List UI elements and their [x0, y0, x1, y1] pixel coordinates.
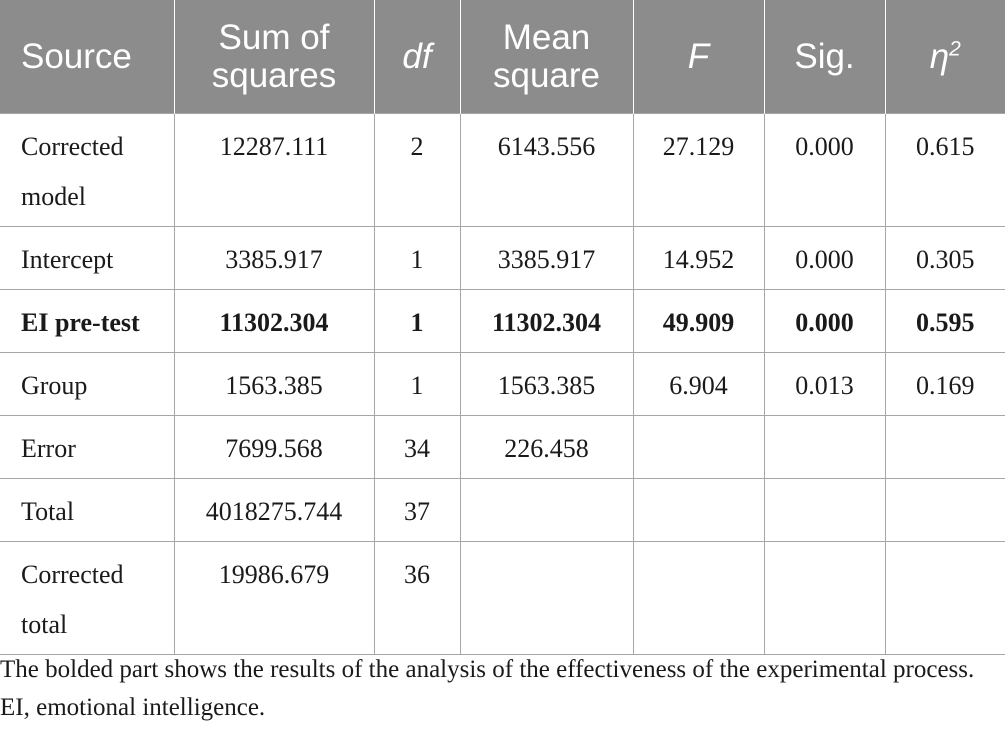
cell-f: 27.129	[632, 113, 765, 227]
table-row-highlighted: EI pre-test 11302.304 1 11302.304 49.909…	[0, 289, 1005, 353]
cell-source: Error	[0, 415, 175, 479]
cell-source: Total	[0, 478, 175, 542]
table-row: Total 4018275.744 37	[0, 478, 1005, 542]
cell-df: 1	[373, 289, 461, 353]
cell-mean-square: 6143.556	[459, 113, 634, 227]
header-f: F	[632, 0, 764, 114]
header-eta-squared: η2	[884, 0, 1005, 114]
anova-table: Source Sum of squares df Mean square F S…	[0, 0, 1005, 655]
cell-mean-square	[459, 478, 634, 542]
cell-sig: 0.000	[763, 289, 886, 353]
cell-f	[632, 415, 765, 479]
cell-eta-squared: 0.169	[884, 352, 1005, 416]
cell-sum-of-squares: 4018275.744	[173, 478, 375, 542]
cell-source: Intercept	[0, 226, 175, 290]
cell-mean-square: 11302.304	[459, 289, 634, 353]
cell-source: Corrected total	[0, 541, 175, 655]
cell-sum-of-squares: 1563.385	[173, 352, 375, 416]
table-footnote: The bolded part shows the results of the…	[0, 656, 975, 721]
header-row: Source Sum of squares df Mean square F S…	[0, 0, 1005, 114]
cell-f	[632, 541, 765, 655]
cell-source: Corrected model	[0, 113, 175, 227]
cell-sig: 0.000	[763, 226, 886, 290]
header-source: Source	[0, 0, 174, 114]
anova-table-container: Source Sum of squares df Mean square F S…	[0, 0, 1005, 655]
eta-symbol: η	[929, 36, 950, 76]
cell-df: 2	[373, 113, 461, 227]
table-row: Group 1563.385 1 1563.385 6.904 0.013 0.…	[0, 352, 1005, 416]
cell-mean-square: 226.458	[459, 415, 634, 479]
cell-eta-squared	[884, 478, 1005, 542]
cell-df: 1	[373, 352, 461, 416]
cell-sig: 0.013	[763, 352, 886, 416]
cell-source: EI pre-test	[0, 289, 175, 353]
cell-df: 37	[373, 478, 461, 542]
cell-mean-square: 1563.385	[459, 352, 634, 416]
cell-mean-square: 3385.917	[459, 226, 634, 290]
cell-sum-of-squares: 7699.568	[173, 415, 375, 479]
cell-eta-squared	[884, 415, 1005, 479]
cell-f: 49.909	[632, 289, 765, 353]
table-row: Corrected total 19986.679 36	[0, 541, 1005, 655]
cell-sig	[763, 415, 886, 479]
eta-superscript: 2	[949, 36, 961, 60]
cell-f: 6.904	[632, 352, 765, 416]
table-header: Source Sum of squares df Mean square F S…	[0, 0, 1005, 114]
cell-f: 14.952	[632, 226, 765, 290]
table-row: Error 7699.568 34 226.458	[0, 415, 1005, 479]
cell-f	[632, 478, 765, 542]
cell-df: 36	[373, 541, 461, 655]
cell-eta-squared: 0.615	[884, 113, 1005, 227]
cell-df: 34	[373, 415, 461, 479]
header-mean-square: Mean square	[459, 0, 633, 114]
table-row: Intercept 3385.917 1 3385.917 14.952 0.0…	[0, 226, 1005, 290]
header-sig: Sig.	[763, 0, 885, 114]
cell-eta-squared	[884, 541, 1005, 655]
cell-sig	[763, 478, 886, 542]
table-row: Corrected model 12287.111 2 6143.556 27.…	[0, 113, 1005, 227]
cell-sum-of-squares: 3385.917	[173, 226, 375, 290]
cell-sum-of-squares: 11302.304	[173, 289, 375, 353]
header-df: df	[373, 0, 460, 114]
cell-sum-of-squares: 19986.679	[173, 541, 375, 655]
cell-eta-squared: 0.305	[884, 226, 1005, 290]
header-sum-of-squares: Sum of squares	[173, 0, 374, 114]
table-body: Corrected model 12287.111 2 6143.556 27.…	[0, 113, 1005, 655]
cell-df: 1	[373, 226, 461, 290]
cell-source: Group	[0, 352, 175, 416]
cell-mean-square	[459, 541, 634, 655]
cell-sum-of-squares: 12287.111	[173, 113, 375, 227]
cell-sig	[763, 541, 886, 655]
cell-eta-squared: 0.595	[884, 289, 1005, 353]
cell-sig: 0.000	[763, 113, 886, 227]
